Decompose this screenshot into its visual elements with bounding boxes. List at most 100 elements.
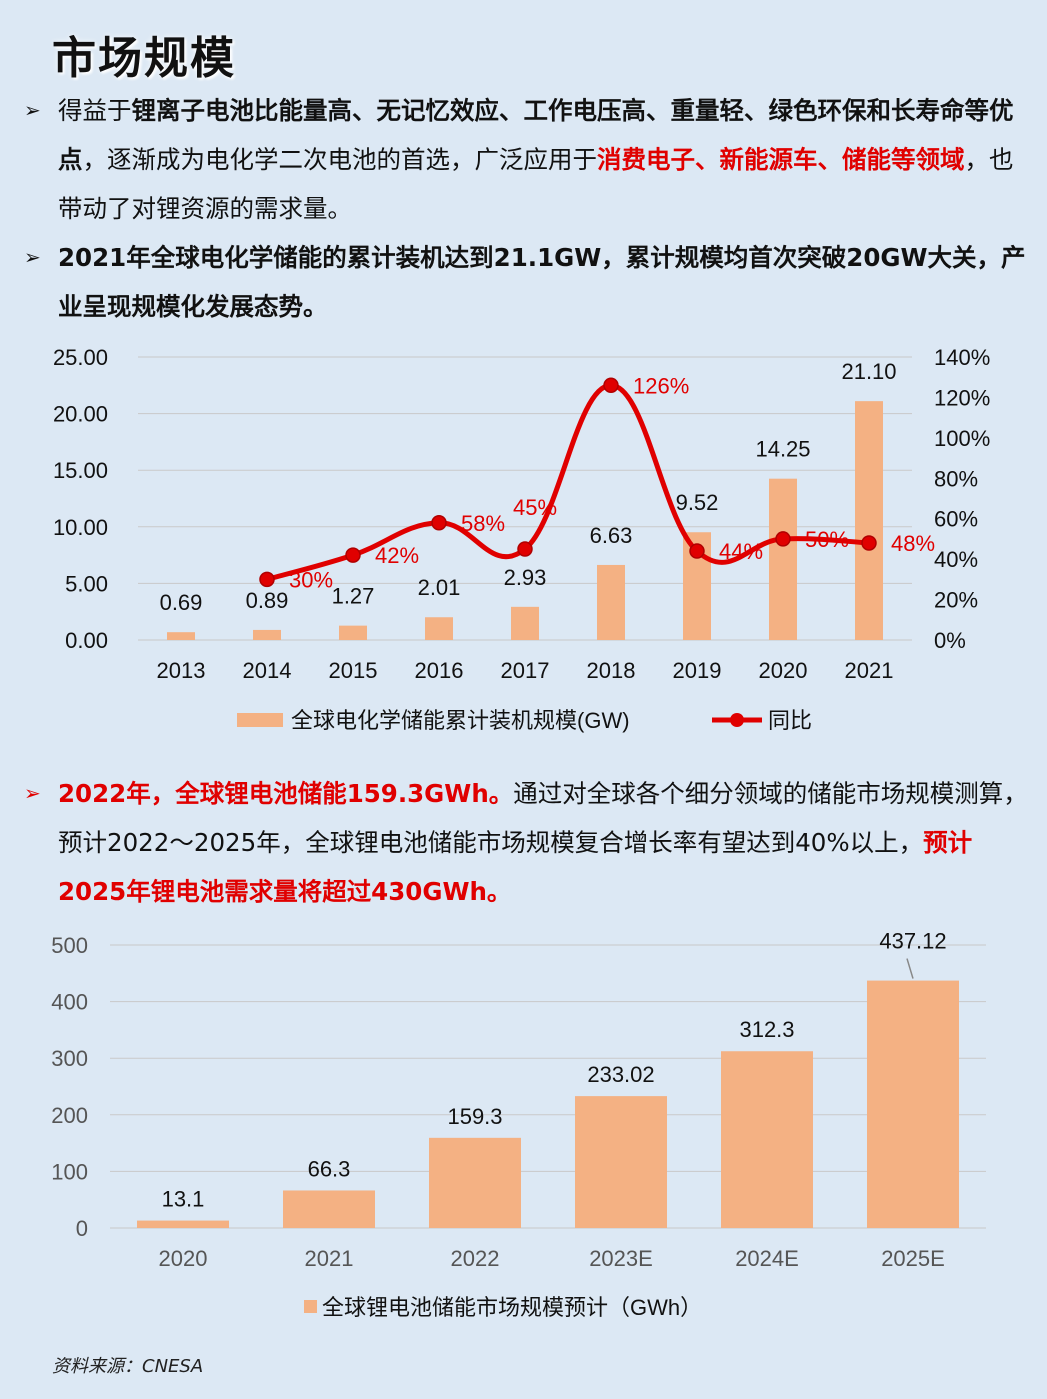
bar [597, 564, 625, 640]
bar-data-label: 233.02 [587, 1062, 654, 1087]
legend-bar-label: 全球电化学储能累计装机规模(GW) [291, 708, 630, 733]
text-run: 2021年全球电化学储能的累计装机达到21.1GW，累计规模均首次突破20GW大… [58, 243, 1026, 321]
y2-axis-tick-label: 80% [934, 466, 978, 491]
y-axis-tick-label: 200 [51, 1103, 88, 1128]
y-axis-tick-label: 400 [51, 990, 88, 1015]
bullet-arrow-icon: ➢ [24, 98, 41, 122]
line-point [689, 543, 705, 559]
bar-data-label: 66.3 [308, 1156, 351, 1181]
text-run: ，也带动了对锂资源的需求量。 [58, 145, 1014, 223]
bar [253, 629, 281, 640]
bar-data-label: 2.01 [418, 575, 461, 600]
growth-line-series [266, 382, 870, 582]
x-axis-tick-label: 2016 [415, 658, 464, 683]
label-leader-line [906, 958, 914, 979]
legend-line-marker [730, 713, 744, 727]
y2-axis-tick-label: 120% [934, 385, 990, 410]
bullet-text: 2021年全球电化学储能的累计装机达到21.1GW，累计规模均首次突破20GW大… [58, 233, 1029, 331]
bar-data-label: 6.63 [590, 523, 633, 548]
line-data-label: 30% [289, 567, 333, 592]
bar [137, 1220, 229, 1228]
y-axis-tick-label: 20.00 [53, 402, 108, 427]
x-axis-tick-label: 2023E [589, 1246, 653, 1271]
x-axis-tick-label: 2018 [587, 658, 636, 683]
bullet-paragraph-1: ➢ 得益于锂离子电池比能量高、无记忆效应、工作电压高、重量轻、绿色环保和长寿命等… [24, 86, 1029, 233]
y-axis-tick-label: 0 [76, 1216, 88, 1241]
x-axis-tick-label: 2021 [305, 1246, 354, 1271]
bar [721, 1051, 813, 1228]
text-run: 得益于 [58, 96, 132, 125]
bar-data-label: 312.3 [739, 1017, 794, 1042]
bar [339, 625, 367, 640]
bullet-text: 得益于锂离子电池比能量高、无记忆效应、工作电压高、重量轻、绿色环保和长寿命等优点… [58, 86, 1029, 233]
bar-data-label: 13.1 [162, 1187, 205, 1212]
x-axis-tick-label: 2020 [159, 1246, 208, 1271]
legend-bar-label: 全球锂电池储能市场规模预计（GWh） [322, 1295, 702, 1320]
bar-data-label: 437.12 [879, 929, 946, 954]
bar-data-label: 21.10 [841, 359, 896, 384]
line-data-label: 126% [633, 373, 689, 398]
line-data-label: 42% [375, 543, 419, 568]
y-axis-tick-label: 15.00 [53, 458, 108, 483]
y-axis-tick-label: 300 [51, 1046, 88, 1071]
line-data-label: 45% [513, 495, 557, 520]
line-data-label: 48% [891, 531, 935, 556]
y-axis-tick-label: 100 [51, 1159, 88, 1184]
x-axis-tick-label: 2013 [157, 658, 206, 683]
line-point [431, 515, 447, 531]
line-point [345, 547, 361, 563]
y-axis-tick-label: 5.00 [65, 571, 108, 596]
bullet-arrow-icon: ➢ [24, 245, 41, 269]
bar-data-label: 159.3 [447, 1104, 502, 1129]
text-run: 锂离子电池比能量高、无记忆效应、工作电压高、重量轻、绿色环保和长寿命等优点 [58, 96, 1014, 174]
bar [855, 401, 883, 640]
bar [283, 1190, 375, 1228]
bar [769, 478, 797, 640]
bar [167, 632, 195, 640]
bar-data-label: 0.89 [246, 588, 289, 613]
bar-data-label: 9.52 [676, 490, 719, 515]
line-point [259, 571, 275, 588]
x-axis-tick-label: 2024E [735, 1246, 799, 1271]
bar-data-label: 0.69 [160, 590, 203, 615]
y2-axis-tick-label: 0% [934, 628, 966, 653]
y2-axis-tick-label: 40% [934, 547, 978, 572]
legend-line-label: 同比 [768, 708, 812, 733]
bar [511, 606, 539, 640]
bullet-arrow-icon: ➢ [24, 781, 41, 805]
text-run: 消费电子、新能源车、储能等领域 [597, 145, 965, 174]
bar-data-label: 14.25 [755, 437, 810, 462]
x-axis-tick-label: 2014 [243, 658, 292, 683]
x-axis-tick-label: 2025E [881, 1246, 945, 1271]
y2-axis-tick-label: 60% [934, 507, 978, 532]
line-point [603, 377, 619, 394]
source-note: 资料来源：CNESA [52, 1356, 204, 1377]
bar [575, 1096, 667, 1228]
bullet-paragraph-3: ➢ 2022年，全球锂电池储能159.3GWh。通过对全球各个细分领域的储能市场… [24, 769, 1029, 916]
x-axis-tick-label: 2015 [329, 658, 378, 683]
bar [429, 1137, 521, 1228]
line-point [775, 531, 791, 547]
bar [425, 617, 453, 640]
text-run: 通过对全球各个细分领域的储能市场规模测算，预计2022～2025年，全球锂电池储… [58, 779, 1028, 857]
bullet-text: 2022年，全球锂电池储能159.3GWh。通过对全球各个细分领域的储能市场规模… [58, 769, 1029, 916]
x-axis-tick-label: 2017 [501, 658, 550, 683]
text-run: 2022年，全球锂电池储能159.3GWh。 [58, 779, 514, 808]
line-point [517, 541, 533, 557]
x-axis-tick-label: 2022 [451, 1246, 500, 1271]
text-run: ，逐渐成为电化学二次电池的首选，广泛应用于 [82, 145, 598, 174]
line-data-label: 58% [461, 511, 505, 536]
x-axis-tick-label: 2021 [845, 658, 894, 683]
page-title: 市场规模 [52, 33, 236, 84]
line-data-label: 50% [805, 527, 849, 552]
y2-axis-tick-label: 140% [934, 345, 990, 370]
y-axis-tick-label: 500 [51, 933, 88, 958]
line-data-label: 44% [719, 539, 763, 564]
bar [867, 980, 959, 1228]
chart-lithium-storage-forecast: 0 100 200 300 400 500 13.1 2020 66.3 2021 159.3 202… [51, 929, 986, 1320]
y-axis-tick-label: 0.00 [65, 628, 108, 653]
legend-bar-swatch [304, 1300, 317, 1313]
bar-data-label: 1.27 [332, 584, 375, 609]
y-axis-tick-label: 10.00 [53, 515, 108, 540]
text-run: 预计2025年锂电池需求量将超过430GWh。 [58, 828, 973, 906]
